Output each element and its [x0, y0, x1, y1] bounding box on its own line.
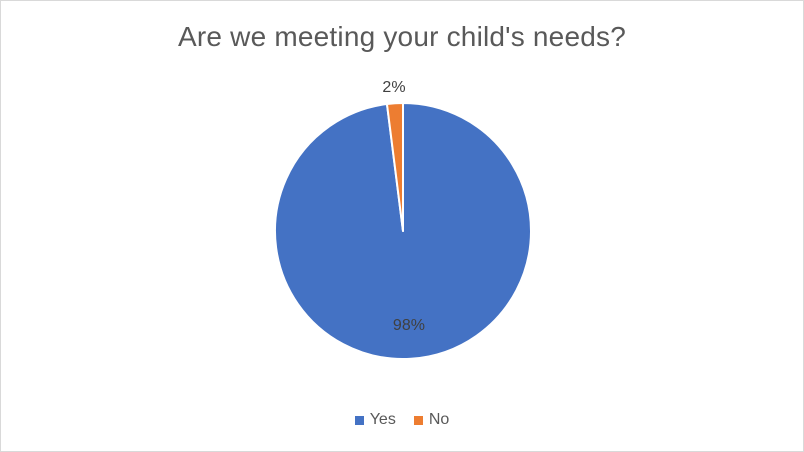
- data-label-yes: 98%: [393, 317, 425, 334]
- legend-swatch-no: [413, 415, 423, 425]
- legend-label-yes: Yes: [369, 411, 396, 428]
- legend: Yes No: [1, 411, 803, 429]
- legend-item-yes: Yes: [354, 411, 396, 429]
- data-label-no: 2%: [382, 79, 405, 96]
- pie-data-labels: 98% 2%: [382, 79, 425, 334]
- legend-swatch-yes: [354, 415, 364, 425]
- pie-slices: [274, 102, 532, 360]
- legend-item-no: No: [413, 411, 450, 429]
- chart-title: Are we meeting your child's needs?: [178, 21, 626, 52]
- legend-label-no: No: [428, 411, 450, 428]
- pie-slice-no: [385, 102, 404, 232]
